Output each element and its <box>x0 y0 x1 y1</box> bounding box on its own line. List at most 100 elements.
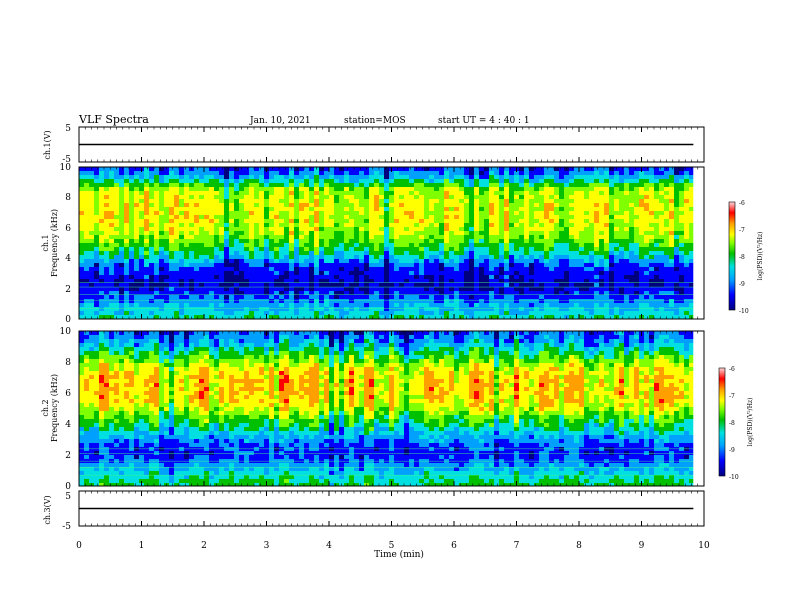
spectrogram-cell <box>634 183 639 187</box>
spectrogram-cell <box>539 263 544 267</box>
spectrogram-cell <box>609 167 614 171</box>
spectrogram-cell <box>404 259 409 263</box>
spectrogram-cell <box>389 267 394 271</box>
spectrogram-cell <box>164 307 169 311</box>
spectrogram-cell <box>184 195 189 199</box>
spectrogram-cell <box>194 171 199 175</box>
spectrogram-cell <box>159 187 164 191</box>
spectrogram-cell <box>484 267 489 271</box>
spectrogram-cell <box>339 287 344 291</box>
spectrogram-cell <box>604 219 609 223</box>
spectrogram-cell <box>639 255 644 259</box>
spectrogram-cell <box>519 251 524 255</box>
spectrogram-cell <box>274 183 279 187</box>
spectrogram-cell <box>384 315 389 319</box>
spectrogram-cell <box>534 271 539 275</box>
spectrogram-cell <box>339 291 344 295</box>
spectrogram-cell <box>169 283 174 287</box>
spectrogram-cell <box>449 175 454 179</box>
spectrogram-cell <box>559 259 564 263</box>
spectrogram-cell <box>549 331 554 335</box>
spectrogram-cell <box>139 287 144 291</box>
spectrogram-cell <box>549 187 554 191</box>
spectrogram-cell <box>619 183 624 187</box>
spectrogram-cell <box>589 211 594 215</box>
spectrogram-cell <box>174 311 179 315</box>
spectrogram-cell <box>529 183 534 187</box>
spectrogram-cell <box>269 219 274 223</box>
spectrogram-cell <box>629 263 634 267</box>
spectrogram-cell <box>504 247 509 251</box>
spectrogram-cell <box>224 171 229 175</box>
spectrogram-cell <box>514 211 519 215</box>
spectrogram-cell <box>284 243 289 247</box>
spectrogram-cell <box>539 219 544 223</box>
spectrogram-cell <box>189 239 194 243</box>
spectrogram-cell <box>284 187 289 191</box>
spectrogram-cell <box>159 203 164 207</box>
spectrogram-cell <box>484 295 489 299</box>
spectrogram-cell <box>449 187 454 191</box>
spectrogram-cell <box>399 295 404 299</box>
spectrogram-cell <box>339 279 344 283</box>
spectrogram-cell <box>94 279 99 283</box>
spectrogram-cell <box>209 335 214 339</box>
spectrogram-cell <box>439 287 444 291</box>
spectrogram-cell <box>409 279 414 283</box>
spectrogram-cell <box>664 275 669 279</box>
spectrogram-cell <box>659 271 664 275</box>
spectrogram-cell <box>619 203 624 207</box>
spectrogram-cell <box>499 223 504 227</box>
spectrogram-cell <box>254 247 259 251</box>
spectrogram-cell <box>304 283 309 287</box>
spectrogram-cell <box>504 271 509 275</box>
spectrogram-cell <box>229 339 234 343</box>
spectrogram-cell <box>644 223 649 227</box>
spectrogram-cell <box>539 279 544 283</box>
spectrogram-cell <box>259 251 264 255</box>
spectrogram-cell <box>384 207 389 211</box>
spectrogram-cell <box>464 231 469 235</box>
spectrogram-cell <box>634 267 639 271</box>
spectrogram-cell <box>99 303 104 307</box>
spectrogram-cell <box>274 247 279 251</box>
spectrogram-cell <box>134 303 139 307</box>
spectrogram-cell <box>669 219 674 223</box>
spectrogram-cell <box>339 251 344 255</box>
spectrogram-cell <box>654 283 659 287</box>
spectrogram-cell <box>234 287 239 291</box>
spectrogram-cell <box>299 227 304 231</box>
spectrogram-cell <box>459 211 464 215</box>
spectrogram-cell <box>279 291 284 295</box>
spectrogram-cell <box>464 303 469 307</box>
spectrogram-cell <box>634 211 639 215</box>
spectrogram-cell <box>554 243 559 247</box>
spectrogram-cell <box>584 263 589 267</box>
spectrogram-cell <box>604 207 609 211</box>
spectrogram-cell <box>549 315 554 319</box>
spectrogram-cell <box>359 235 364 239</box>
spectrogram-cell <box>244 331 249 335</box>
spectrogram-cell <box>354 207 359 211</box>
spectrogram-cell <box>144 195 149 199</box>
spectrogram-cell <box>499 275 504 279</box>
spectrogram-cell <box>444 243 449 247</box>
spectrogram-cell <box>334 331 339 335</box>
spectrogram-cell <box>524 235 529 239</box>
spectrogram-cell <box>324 315 329 319</box>
spectrogram-cell <box>354 231 359 235</box>
spectrogram-cell <box>234 227 239 231</box>
spectrogram-cell <box>504 287 509 291</box>
spectrogram-cell <box>214 275 219 279</box>
spectrogram-cell <box>204 191 209 195</box>
spectrogram-cell <box>519 335 524 339</box>
spectrogram-cell <box>389 283 394 287</box>
spectrogram-cell <box>199 203 204 207</box>
spectrogram-cell <box>134 199 139 203</box>
spectrogram-cell <box>254 251 259 255</box>
spectrogram-cell <box>624 247 629 251</box>
spectrogram-cell <box>544 311 549 315</box>
spectrogram-cell <box>214 211 219 215</box>
spectrogram-cell <box>364 291 369 295</box>
spectrogram-cell <box>369 203 374 207</box>
